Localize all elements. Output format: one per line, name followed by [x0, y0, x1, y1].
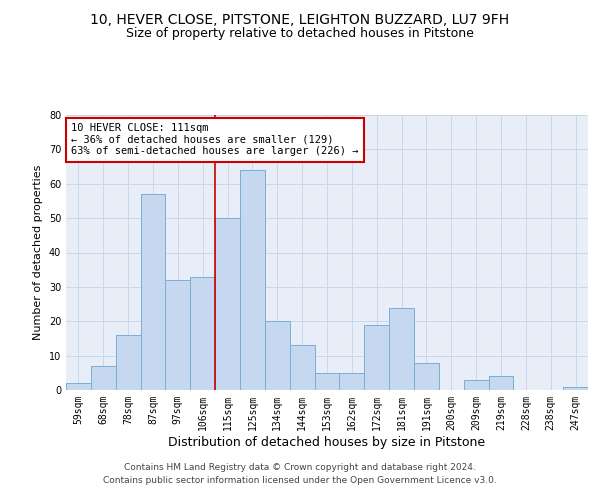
X-axis label: Distribution of detached houses by size in Pitstone: Distribution of detached houses by size …	[169, 436, 485, 448]
Bar	[414, 362, 439, 390]
Bar	[265, 322, 290, 390]
Bar	[464, 380, 488, 390]
Bar	[488, 376, 514, 390]
Bar	[140, 194, 166, 390]
Bar	[91, 366, 116, 390]
Bar	[215, 218, 240, 390]
Text: Size of property relative to detached houses in Pitstone: Size of property relative to detached ho…	[126, 28, 474, 40]
Text: 10, HEVER CLOSE, PITSTONE, LEIGHTON BUZZARD, LU7 9FH: 10, HEVER CLOSE, PITSTONE, LEIGHTON BUZZ…	[91, 12, 509, 26]
Bar	[314, 373, 340, 390]
Bar	[389, 308, 414, 390]
Text: Contains HM Land Registry data © Crown copyright and database right 2024.: Contains HM Land Registry data © Crown c…	[124, 464, 476, 472]
Bar	[340, 373, 364, 390]
Bar	[290, 346, 314, 390]
Bar	[190, 276, 215, 390]
Bar	[240, 170, 265, 390]
Bar	[563, 386, 588, 390]
Y-axis label: Number of detached properties: Number of detached properties	[33, 165, 43, 340]
Bar	[66, 383, 91, 390]
Bar	[364, 324, 389, 390]
Bar	[116, 335, 140, 390]
Text: Contains public sector information licensed under the Open Government Licence v3: Contains public sector information licen…	[103, 476, 497, 485]
Bar	[166, 280, 190, 390]
Text: 10 HEVER CLOSE: 111sqm
← 36% of detached houses are smaller (129)
63% of semi-de: 10 HEVER CLOSE: 111sqm ← 36% of detached…	[71, 123, 359, 156]
